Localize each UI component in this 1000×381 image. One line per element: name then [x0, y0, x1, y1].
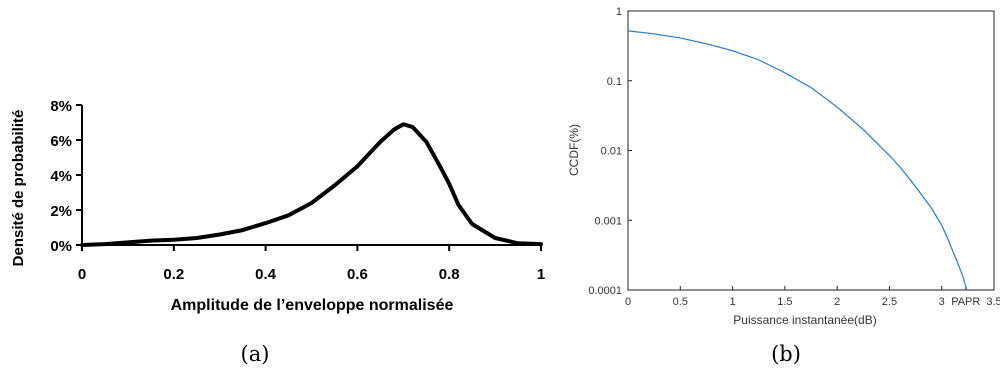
chart-a-x-tick-label: 1	[537, 266, 545, 283]
chart-b-x-tick-label: 2.5	[882, 296, 897, 308]
chart-a-y-tick-label: 6%	[50, 133, 72, 150]
chart-b-x-tick-label: 1.5	[777, 296, 792, 308]
chart-a-x-tick-label: 0.4	[255, 266, 277, 283]
chart-b-x-tick-label: 2	[834, 296, 840, 308]
chart-a-background	[0, 0, 560, 376]
chart-a-series-line	[80, 122, 543, 247]
panel-b-caption: (b)	[771, 342, 801, 366]
chart-b-x-axis-label: Puissance instantanée(dB)	[733, 313, 876, 327]
chart-a-x-tick-label: 0	[78, 266, 86, 283]
chart-b-y-tick-label: 1	[616, 6, 622, 18]
chart-b-x-tick-label: 3	[939, 296, 945, 308]
chart-a-x-tick-label: 0.8	[439, 266, 460, 283]
chart-b-x-tick-label: 3.5	[986, 296, 1000, 308]
chart-b-y-tick-label: 0.1	[607, 76, 622, 88]
chart-b-x-ticks: 0 0.5 1 1.5 2 2.5 3 PAPR 3.5	[625, 286, 1000, 308]
chart-a-x-tick-label: 0.6	[347, 266, 368, 283]
chart-b-x-tick-label: 0.5	[673, 296, 688, 308]
chart-b-plot-area	[627, 10, 995, 291]
chart-a-y-tick-label: 4%	[50, 168, 72, 185]
chart-b-series-line	[627, 30, 968, 291]
chart-b-y-ticks: 1 0.1 0.01 0.001 0.0001	[588, 6, 632, 297]
chart-a: 0% 2% 4% 6% 8% 0 0.2 0.4 0.6 0.8 1 Densité de pro…	[0, 0, 560, 376]
chart-a-y-tick-label: 8%	[50, 98, 72, 115]
chart-a-y-axis-label: Densité de probabilité	[10, 110, 27, 267]
chart-b: 1 0.1 0.01 0.001 0.0001 0 0.5 1 1.5 2 2.5 3 PAPR 3.5…	[567, 6, 1000, 366]
chart-a-y-ticks: 0% 2% 4% 6% 8%	[50, 98, 82, 255]
chart-b-y-axis-label: CCDF(%)	[567, 124, 581, 176]
chart-b-y-tick-label: 0.01	[601, 146, 622, 158]
chart-b-y-tick-label: 0.001	[594, 215, 622, 227]
chart-b-y-tick-label: 0.0001	[588, 285, 622, 297]
chart-b-x-tick-label: 0	[625, 296, 631, 308]
chart-a-x-tick-label: 0.2	[163, 266, 184, 283]
panel-a-caption: (a)	[241, 342, 270, 366]
chart-a-x-axis-label: Amplitude de l’enveloppe normalisée	[171, 297, 454, 314]
chart-b-x-tick-label: 1	[730, 296, 736, 308]
chart-a-y-tick-label: 2%	[50, 203, 72, 220]
chart-a-y-tick-label: 0%	[50, 238, 72, 255]
chart-b-x-tick-label: PAPR	[951, 296, 980, 308]
